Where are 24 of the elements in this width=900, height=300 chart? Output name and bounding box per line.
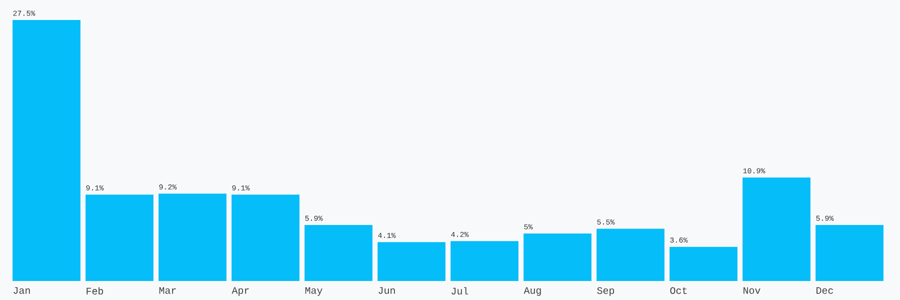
- x-tick-label: Jun: [378, 287, 395, 294]
- bar: [12, 20, 80, 281]
- bar: [742, 178, 810, 281]
- bar: [304, 225, 372, 281]
- x-tick-label: May: [305, 287, 322, 296]
- x-tick-label: Feb: [86, 287, 104, 295]
- bar: [232, 194, 300, 281]
- bar: [524, 234, 592, 281]
- x-tick-label: Nov: [744, 287, 760, 294]
- bar: [816, 225, 884, 281]
- x-tick-label: Mar: [159, 287, 176, 294]
- bar: [378, 242, 446, 281]
- bar: [596, 228, 664, 281]
- bar: [670, 246, 738, 281]
- x-tick-label: Jul: [452, 287, 468, 295]
- x-tick-label: Aug: [524, 287, 541, 296]
- x-tick-label: Dec: [816, 287, 833, 294]
- x-tick-label: Apr: [232, 287, 249, 296]
- bar: [450, 241, 518, 281]
- bar: [86, 194, 154, 281]
- x-tick-label: Sep: [597, 287, 614, 296]
- x-tick-label: Jan: [14, 287, 30, 294]
- x-tick-label: Oct: [670, 287, 687, 294]
- bar: [158, 194, 226, 281]
